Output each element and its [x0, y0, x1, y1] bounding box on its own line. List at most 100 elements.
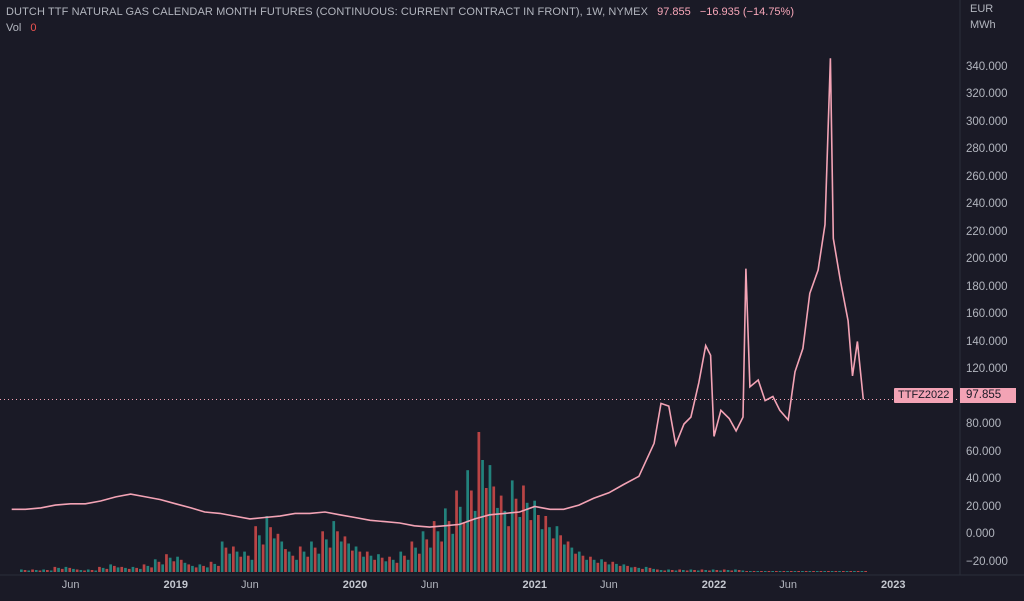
volume-bar: [27, 570, 31, 572]
volume-bar: [68, 567, 72, 572]
volume-bar: [763, 571, 767, 572]
volume-bar: [767, 571, 771, 572]
volume-bar: [373, 559, 376, 572]
volume-bar: [38, 570, 42, 572]
volume-bar: [358, 551, 362, 572]
volume-bar: [202, 565, 205, 572]
volume-bar: [704, 570, 708, 572]
y-tick-label: 180.000: [966, 280, 1008, 293]
volume-bar: [484, 488, 488, 572]
volume-bars: [20, 432, 867, 572]
volume-bar: [109, 564, 112, 572]
volume-bar: [362, 556, 365, 572]
volume-bar: [86, 569, 90, 572]
volume-bar: [187, 564, 191, 572]
y-tick-label: 280.000: [966, 143, 1008, 155]
volume-bar: [734, 569, 737, 572]
volume-bar: [302, 551, 306, 572]
volume-bar: [682, 570, 685, 572]
volume-bar: [284, 549, 287, 572]
volume-bar: [414, 547, 417, 572]
volume-bar: [652, 568, 655, 572]
volume-bar: [715, 570, 719, 572]
volume-bar: [849, 571, 853, 572]
volume-bar: [418, 553, 421, 572]
volume-bar: [176, 556, 179, 572]
y-tick-label: 80.000: [966, 418, 1002, 430]
volume-bar: [577, 551, 581, 572]
volume-bar: [436, 531, 440, 572]
volume-bar: [183, 562, 187, 572]
volume-bar: [540, 529, 544, 572]
volume-bar: [711, 569, 715, 572]
volume-bar: [60, 568, 64, 572]
volume-bar: [637, 567, 641, 572]
volume-bar: [153, 559, 157, 572]
volume-bar: [834, 571, 838, 572]
volume-bar: [120, 566, 124, 572]
volume-bar: [310, 541, 313, 572]
volume-bar: [537, 515, 540, 572]
volume-bar: [235, 551, 239, 572]
unit-currency: EUR: [970, 3, 994, 15]
volume-bar: [745, 571, 748, 572]
volume-bar: [336, 531, 339, 572]
volume-bar: [555, 526, 559, 572]
volume-bar: [157, 561, 161, 572]
volume-bar: [332, 521, 336, 572]
volume-bar: [741, 570, 745, 572]
volume-label: Vol: [6, 22, 22, 34]
volume-bar: [678, 569, 681, 572]
volume-legend: Vol 0: [6, 20, 36, 36]
volume-bar: [611, 561, 615, 572]
volume-bar: [633, 566, 637, 572]
volume-bar: [276, 533, 280, 572]
volume-bar: [432, 521, 436, 572]
x-tick-label: 2023: [881, 579, 906, 591]
volume-bar: [243, 551, 246, 572]
volume-bar: [663, 570, 667, 572]
volume-bar: [804, 571, 808, 572]
volume-bar: [752, 571, 756, 572]
volume-bar: [845, 571, 849, 572]
chart-title: DUTCH TTF NATURAL GAS CALENDAR MONTH FUT…: [6, 6, 649, 18]
volume-bar: [165, 554, 168, 572]
volume-bar: [403, 555, 406, 572]
volume-bar: [161, 564, 164, 572]
volume-bar: [815, 571, 819, 572]
volume-bar: [168, 557, 172, 572]
y-tick-label: 60.000: [966, 445, 1002, 458]
volume-bar: [615, 563, 618, 572]
volume-bar: [395, 562, 399, 572]
volume-bar: [429, 547, 432, 572]
volume-bar: [191, 565, 194, 572]
x-tick-label: Jun: [420, 579, 439, 591]
volume-bar: [328, 547, 332, 572]
volume-bar: [317, 553, 321, 572]
x-tick-label: Jun: [779, 579, 798, 591]
header-price: 97.855: [657, 6, 691, 18]
volume-bar: [57, 567, 60, 572]
volume-bar: [440, 541, 443, 572]
volume-bar: [801, 571, 804, 572]
volume-bar: [488, 465, 492, 572]
volume-bar: [198, 564, 202, 572]
x-tick-label: Jun: [61, 579, 80, 591]
volume-bar: [726, 570, 730, 572]
volume-bar: [525, 502, 529, 572]
volume-bar: [339, 541, 343, 572]
volume-bar: [313, 547, 317, 572]
volume-bar: [20, 569, 23, 572]
volume-bar: [603, 561, 607, 572]
volume-bar: [842, 571, 845, 572]
volume-bar: [641, 568, 644, 572]
volume-bar: [131, 566, 135, 572]
volume-bar: [444, 508, 447, 572]
volume-bar: [722, 569, 726, 572]
volume-bar: [425, 539, 429, 572]
volume-bar: [124, 567, 127, 572]
volume-bar: [618, 565, 622, 572]
x-tick-label: 2021: [522, 579, 547, 591]
volume-bar: [749, 571, 752, 572]
